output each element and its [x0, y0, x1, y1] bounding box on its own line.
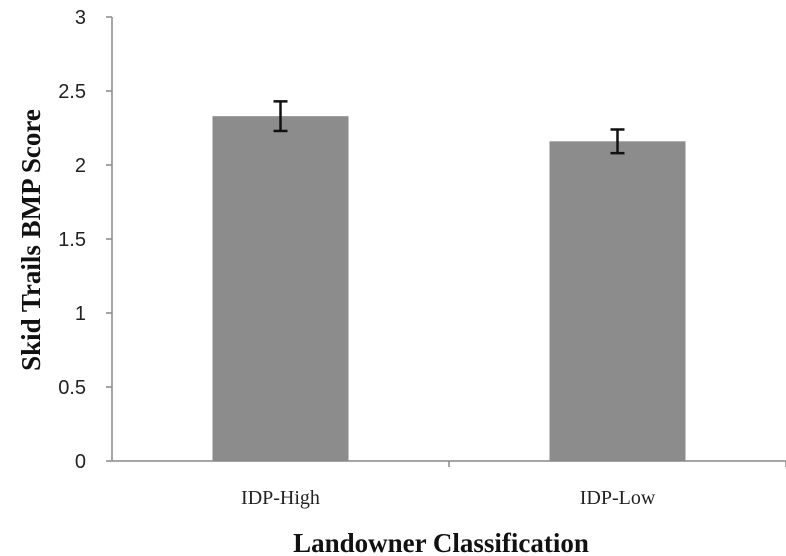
error-bar — [273, 100, 288, 133]
error-bar — [610, 128, 625, 155]
y-tick-label: 1 — [75, 303, 86, 325]
x-tick-label: IDP-Low — [580, 487, 656, 509]
y-tick-label: 2 — [75, 155, 86, 177]
x-tick-label: IDP-High — [241, 487, 320, 509]
bars — [212, 116, 686, 461]
y-tick-label: 0 — [75, 451, 86, 473]
x-axis-tick-labels: IDP-High IDP-Low — [241, 487, 656, 509]
y-axis-ticks: 0 0.5 1 1.5 2 2.5 3 — [58, 7, 112, 473]
error-bars — [273, 100, 625, 155]
y-tick-label: 2.5 — [58, 81, 86, 103]
y-tick-label: 1.5 — [58, 229, 86, 251]
y-tick-label: 0.5 — [58, 377, 86, 399]
x-axis-ticks — [448, 461, 786, 467]
y-axis-title: Skid Trails BMP Score — [16, 109, 46, 371]
bar — [212, 116, 349, 461]
bar — [549, 141, 686, 461]
y-tick-label: 3 — [75, 7, 86, 29]
x-axis-title: Landowner Classification — [293, 528, 589, 556]
